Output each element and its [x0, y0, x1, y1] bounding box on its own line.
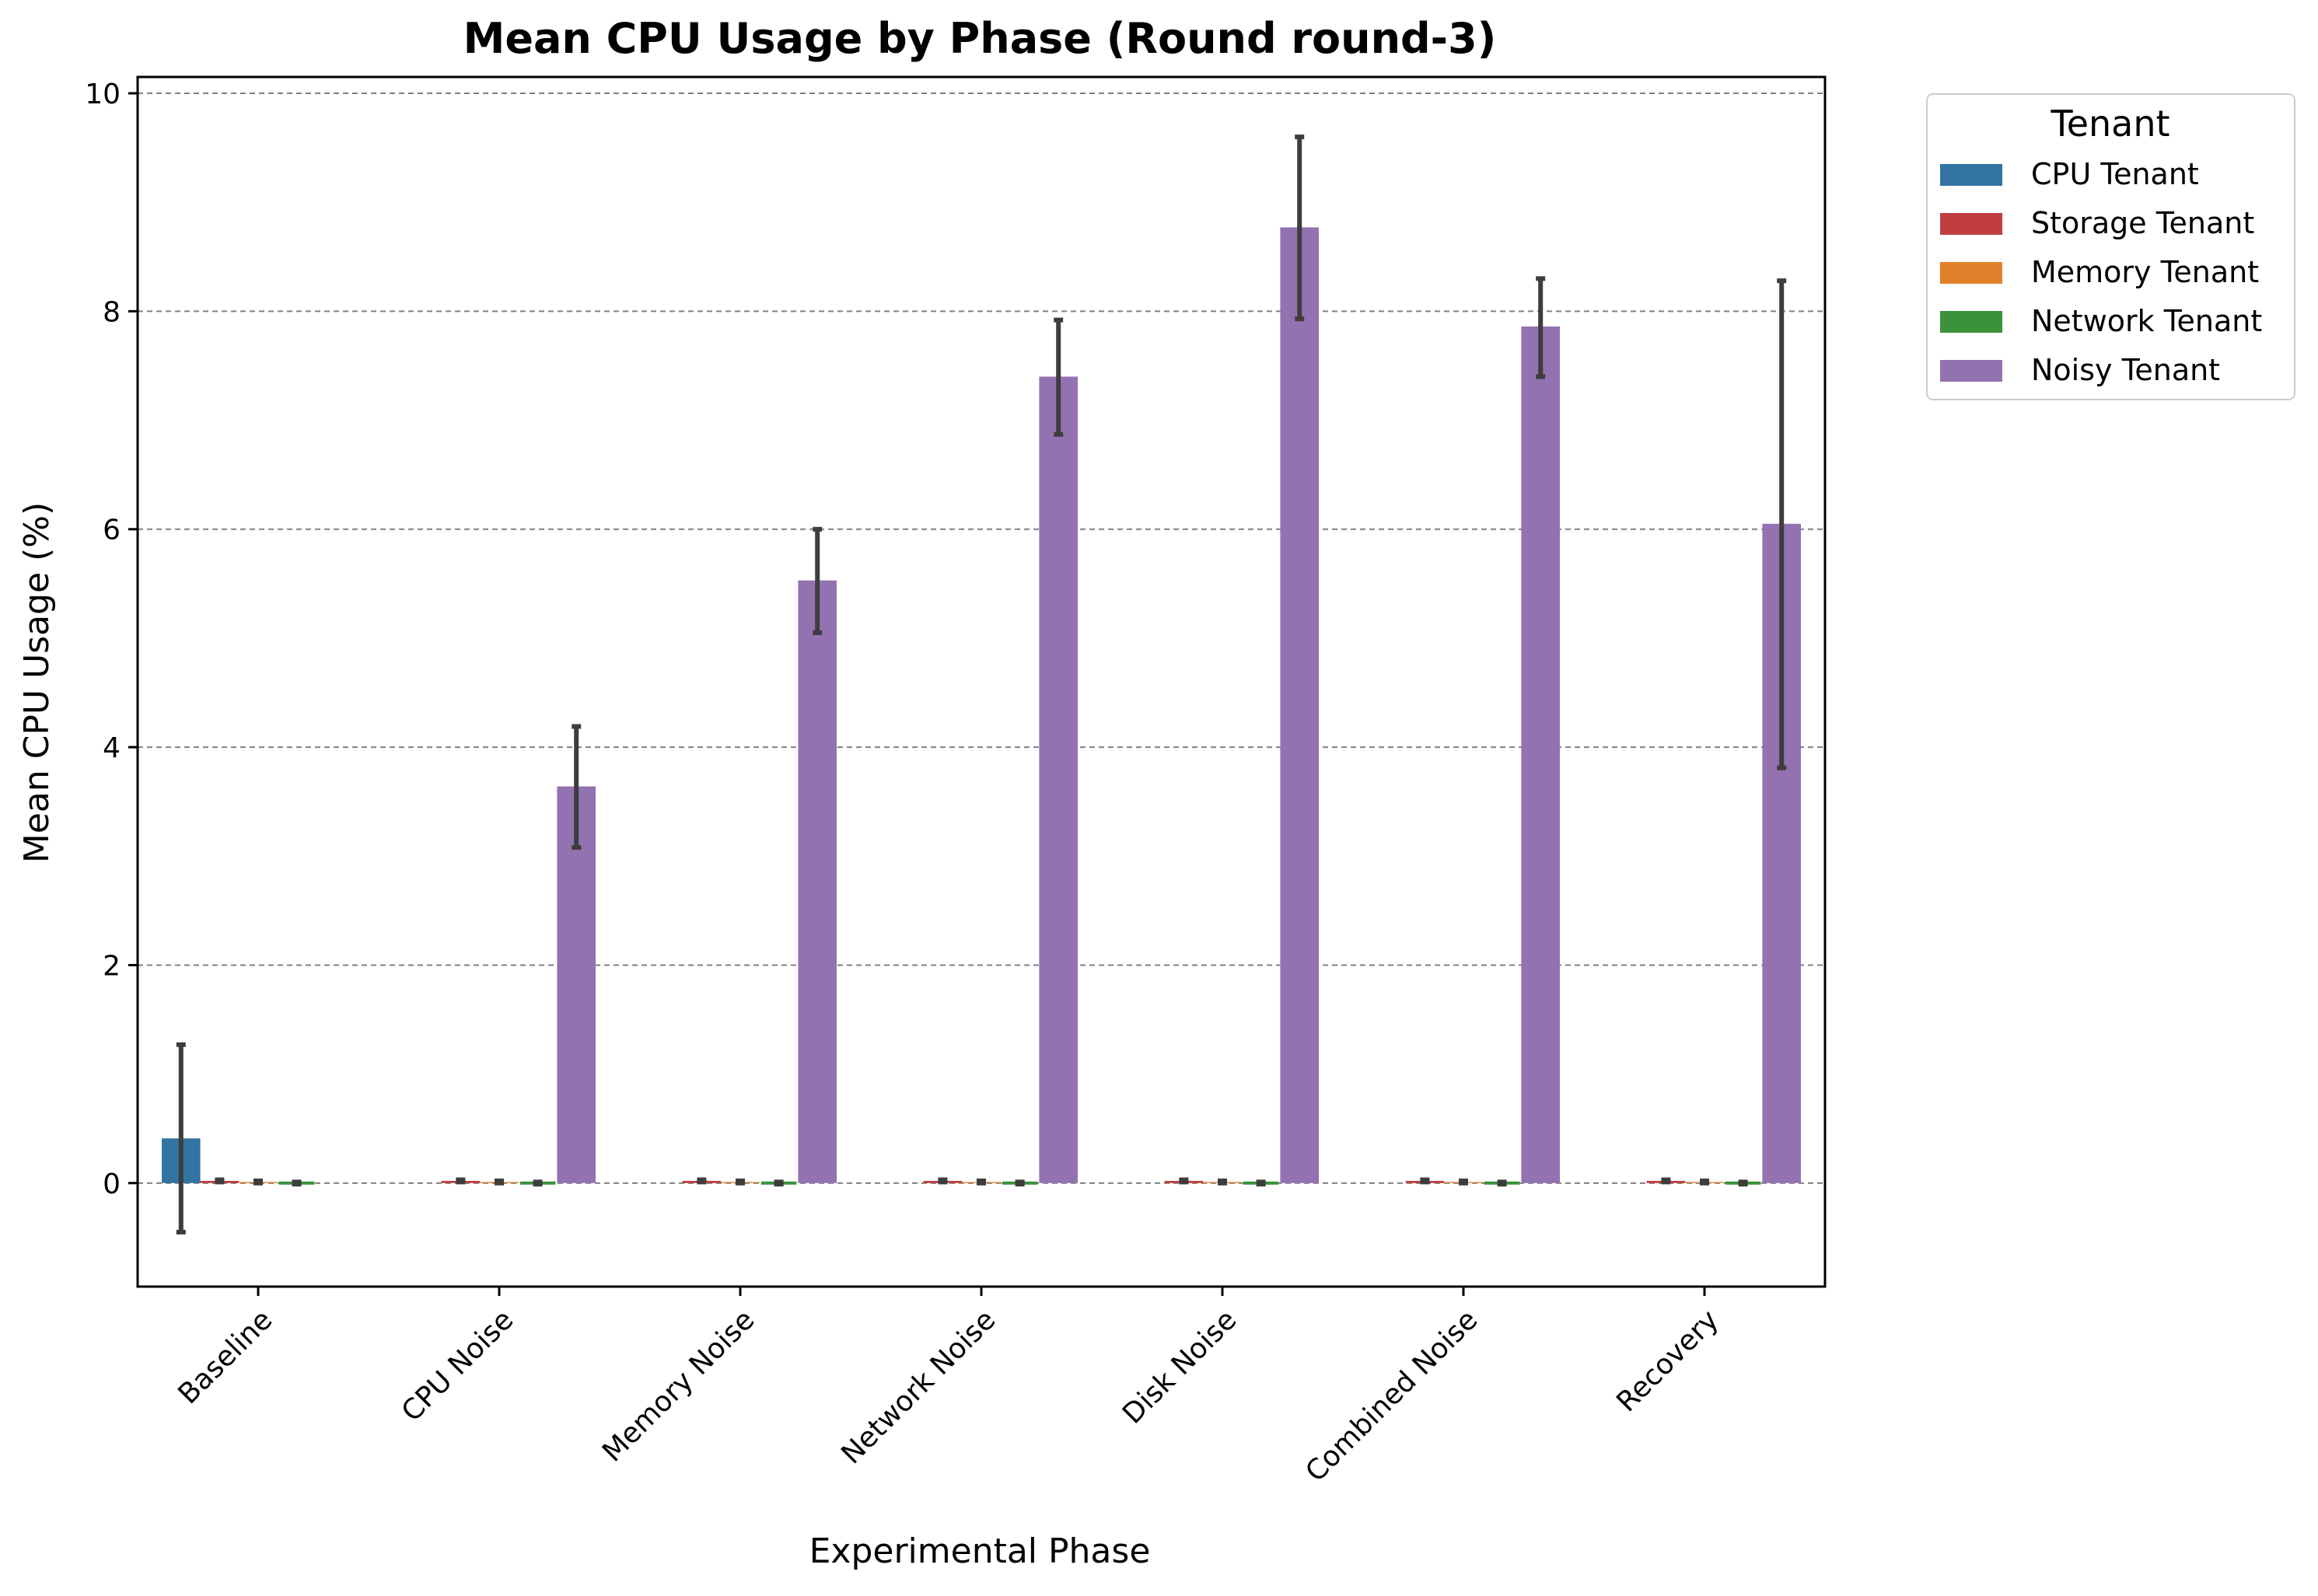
y-tick-label: 10 [85, 79, 121, 110]
legend-label: Network Tenant [2031, 304, 2262, 338]
x-axis-label: Experimental Phase [809, 1531, 1151, 1571]
legend-label: Noisy Tenant [2031, 353, 2220, 387]
chart-title: Mean CPU Usage by Phase (Round round-3) [463, 14, 1497, 63]
y-axis-label: Mean CPU Usage (%) [17, 502, 57, 864]
bar [798, 581, 837, 1183]
legend-title: Tenant [2050, 103, 2169, 145]
legend-swatch [1940, 213, 2002, 235]
legend-swatch [1940, 164, 2002, 186]
legend-label: Memory Tenant [2031, 255, 2259, 289]
y-tick-label: 6 [103, 515, 121, 547]
bar [1039, 376, 1078, 1182]
legend-label: CPU Tenant [2031, 157, 2199, 191]
y-tick-label: 8 [103, 296, 121, 328]
legend: Tenant CPU Tenant Storage Tenant Memory Te… [1927, 94, 2295, 400]
legend-label: Storage Tenant [2031, 206, 2254, 240]
legend-swatch [1940, 311, 2002, 333]
bar [1521, 327, 1560, 1183]
y-tick-label: 4 [103, 732, 121, 764]
y-tick-label: 0 [103, 1168, 121, 1200]
y-tick-label: 2 [103, 950, 121, 982]
legend-swatch [1940, 360, 2002, 382]
bar [1280, 227, 1319, 1182]
legend-swatch [1940, 262, 2002, 284]
